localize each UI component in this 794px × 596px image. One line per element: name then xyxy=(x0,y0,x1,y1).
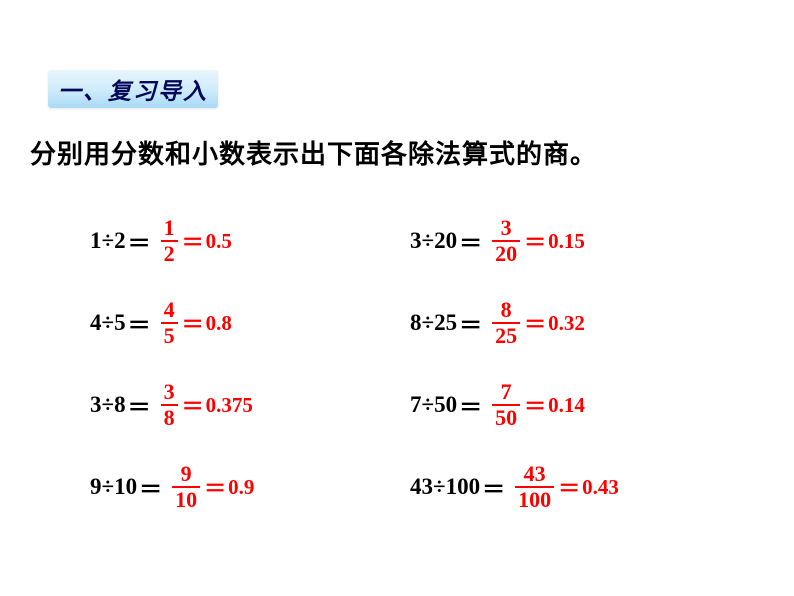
fraction: 320 xyxy=(492,217,520,265)
problem-cell: 7÷50＝ 750 ＝0.14 xyxy=(410,381,585,429)
problem-cell: 43÷100＝ 43100 ＝0.43 xyxy=(410,463,619,511)
equals-sign: ＝ xyxy=(459,224,482,258)
answer: 12 ＝0.5 xyxy=(161,217,232,265)
equals-sign-red: ＝ xyxy=(524,307,546,339)
problem-cell: 8÷25＝ 825 ＝0.32 xyxy=(410,299,585,347)
decimal-value: 0.15 xyxy=(548,229,585,254)
answer: 38 ＝0.375 xyxy=(161,381,253,429)
numerator: 8 xyxy=(498,299,515,322)
denominator: 100 xyxy=(515,486,554,511)
problem-row: 1÷2＝ 12 ＝0.5 3÷20＝ 320 ＝0.15 xyxy=(90,200,730,282)
dividend: 3 xyxy=(410,228,422,253)
equals-sign-red: ＝ xyxy=(524,389,546,421)
division-expression: 43÷100 xyxy=(410,474,480,500)
dividend: 8 xyxy=(410,310,422,335)
problem-row: 3÷8＝ 38 ＝0.375 7÷50＝ 750 ＝0.14 xyxy=(90,364,730,446)
answer: 750 ＝0.14 xyxy=(492,381,585,429)
problem-row: 9÷10＝ 910 ＝0.9 43÷100＝ 43100 ＝0.43 xyxy=(90,446,730,528)
division-expression: 3÷8 xyxy=(90,392,126,418)
dividend: 43 xyxy=(410,474,433,499)
dividend: 3 xyxy=(90,392,102,417)
section-heading-text: 一、复习导入 xyxy=(58,72,208,106)
denominator: 10 xyxy=(172,486,200,511)
problem-cell: 1÷2＝ 12 ＝0.5 xyxy=(90,217,410,265)
denominator: 25 xyxy=(492,322,520,347)
equals-sign: ＝ xyxy=(459,388,482,422)
denominator: 20 xyxy=(492,240,520,265)
decimal-value: 0.5 xyxy=(206,229,232,254)
problem-cell: 4÷5＝ 45 ＝0.8 xyxy=(90,299,410,347)
equals-sign-red: ＝ xyxy=(204,471,226,503)
division-expression: 3÷20 xyxy=(410,228,457,254)
dividend: 4 xyxy=(90,310,102,335)
decimal-value: 0.43 xyxy=(582,475,619,500)
divisor: 5 xyxy=(114,310,126,335)
numerator: 4 xyxy=(161,299,178,322)
problem-cell: 3÷8＝ 38 ＝0.375 xyxy=(90,381,410,429)
equals-sign-red: ＝ xyxy=(524,225,546,257)
divisor: 10 xyxy=(114,474,137,499)
equals-sign: ＝ xyxy=(482,470,505,504)
answer: 910 ＝0.9 xyxy=(172,463,254,511)
equals-sign-red: ＝ xyxy=(558,471,580,503)
dividend: 1 xyxy=(90,228,102,253)
fraction: 45 xyxy=(161,299,178,347)
dividend: 9 xyxy=(90,474,102,499)
numerator: 9 xyxy=(178,463,195,486)
equals-sign-red: ＝ xyxy=(182,389,204,421)
divisor: 25 xyxy=(434,310,457,335)
decimal-value: 0.8 xyxy=(206,311,232,336)
denominator: 8 xyxy=(161,404,178,429)
divisor: 2 xyxy=(114,228,126,253)
divisor: 20 xyxy=(434,228,457,253)
answer: 43100 ＝0.43 xyxy=(515,463,619,511)
denominator: 2 xyxy=(161,240,178,265)
numerator: 1 xyxy=(161,217,178,240)
fraction: 43100 xyxy=(515,463,554,511)
division-expression: 8÷25 xyxy=(410,310,457,336)
decimal-value: 0.9 xyxy=(228,475,254,500)
division-expression: 4÷5 xyxy=(90,310,126,336)
numerator: 7 xyxy=(498,381,515,404)
fraction: 910 xyxy=(172,463,200,511)
decimal-value: 0.375 xyxy=(206,393,253,418)
equals-sign-red: ＝ xyxy=(182,307,204,339)
divisor: 100 xyxy=(446,474,481,499)
numerator: 3 xyxy=(498,217,515,240)
problem-cell: 9÷10＝ 910 ＝0.9 xyxy=(90,463,410,511)
fraction: 750 xyxy=(492,381,520,429)
section-heading-badge: 一、复习导入 xyxy=(48,70,218,108)
decimal-value: 0.32 xyxy=(548,311,585,336)
numerator: 3 xyxy=(161,381,178,404)
equals-sign: ＝ xyxy=(459,306,482,340)
equals-sign-red: ＝ xyxy=(182,225,204,257)
division-expression: 1÷2 xyxy=(90,228,126,254)
denominator: 50 xyxy=(492,404,520,429)
fraction: 825 xyxy=(492,299,520,347)
numerator: 43 xyxy=(521,463,549,486)
equals-sign: ＝ xyxy=(128,388,151,422)
division-expression: 7÷50 xyxy=(410,392,457,418)
divisor: 50 xyxy=(434,392,457,417)
problem-row: 4÷5＝ 45 ＝0.8 8÷25＝ 825 ＝0.32 xyxy=(90,282,730,364)
instruction-text: 分别用分数和小数表示出下面各除法算式的商。 xyxy=(30,134,597,171)
equals-sign: ＝ xyxy=(139,470,162,504)
dividend: 7 xyxy=(410,392,422,417)
denominator: 5 xyxy=(161,322,178,347)
divisor: 8 xyxy=(114,392,126,417)
decimal-value: 0.14 xyxy=(548,393,585,418)
answer: 825 ＝0.32 xyxy=(492,299,585,347)
equals-sign: ＝ xyxy=(128,306,151,340)
answer: 320 ＝0.15 xyxy=(492,217,585,265)
fraction: 12 xyxy=(161,217,178,265)
fraction: 38 xyxy=(161,381,178,429)
problem-grid: 1÷2＝ 12 ＝0.5 3÷20＝ 320 ＝0.15 4÷5＝ 45 ＝0.… xyxy=(90,200,730,528)
division-expression: 9÷10 xyxy=(90,474,137,500)
problem-cell: 3÷20＝ 320 ＝0.15 xyxy=(410,217,585,265)
equals-sign: ＝ xyxy=(128,224,151,258)
answer: 45 ＝0.8 xyxy=(161,299,232,347)
